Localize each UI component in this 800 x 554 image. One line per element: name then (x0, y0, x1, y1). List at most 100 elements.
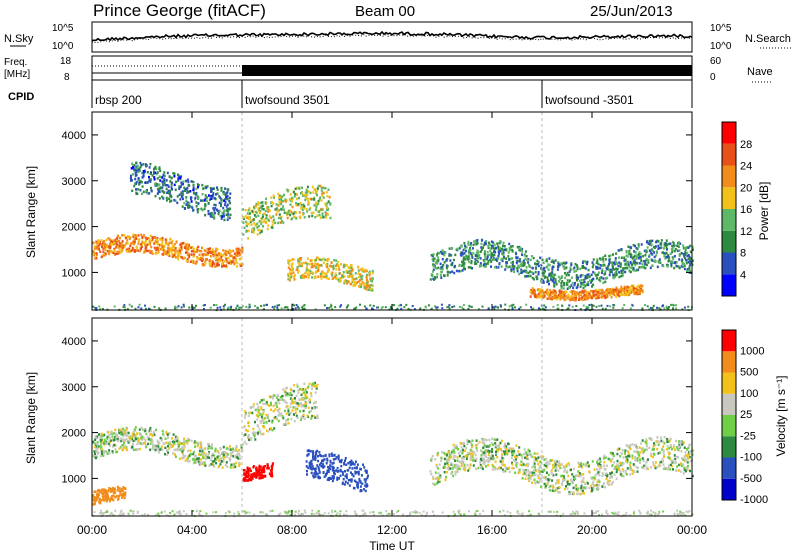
power-echo-cell (233, 252, 236, 256)
power-ground-cell (102, 308, 104, 311)
power-echo-cell (433, 265, 436, 268)
power-echo-cell (137, 240, 140, 243)
power-echo-cell (132, 233, 135, 236)
power-echo-cell (98, 248, 101, 251)
power-echo-cell (258, 211, 261, 214)
power-echo-cell (220, 201, 223, 204)
station-title: Prince George (fitACF) (93, 1, 266, 20)
power-echo-cell (576, 275, 579, 279)
power-echo-cell (320, 277, 323, 280)
power-echo-cell (150, 250, 153, 253)
power-echo-cell (500, 265, 503, 268)
power-echo-cell (216, 192, 219, 195)
power-echo-cell (361, 281, 364, 284)
velocity-echo-cell (311, 383, 314, 386)
power-echo-cell (304, 261, 307, 265)
power-echo-cell (167, 253, 170, 257)
power-echo-cell (508, 258, 511, 261)
power-echo-cell (313, 204, 316, 207)
power-echo-cell (302, 203, 305, 206)
power-echo-cell (142, 171, 145, 175)
velocity-echo-cell (168, 441, 171, 444)
power-echo-cell (618, 256, 621, 259)
power-echo-cell (325, 216, 328, 219)
velocity-echo-cell (183, 445, 186, 448)
velocity-echo-cell (149, 433, 152, 436)
velocity-echo-cell (101, 492, 104, 495)
power-echo-cell (138, 169, 141, 172)
power-echo-cell (614, 275, 617, 279)
velocity-echo-cell (199, 445, 202, 449)
power-echo-cell (102, 250, 105, 254)
power-echo-cell (505, 263, 508, 266)
power-echo-cell (303, 207, 306, 210)
velocity-echo-cell (513, 451, 516, 455)
velocity-echo-cell (109, 487, 112, 491)
power-echo-cell (135, 181, 138, 184)
velocity-echo-cell (166, 449, 169, 452)
velocity-echo-cell (284, 387, 287, 390)
power-echo-cell (286, 189, 289, 193)
velocity-echo-cell (105, 442, 108, 446)
power-echo-cell (215, 247, 218, 251)
velocity-echo-cell (313, 472, 316, 475)
power-echo-cell (626, 266, 628, 270)
velocity-echo-cell (99, 454, 102, 458)
power-echo-cell (273, 196, 275, 199)
power-echo-cell (480, 246, 483, 249)
velocity-echo-cell (182, 454, 185, 457)
velocity-echo-cell (265, 421, 268, 424)
velocity-echo-cell (223, 455, 226, 458)
power-echo-cell (589, 279, 592, 282)
power-echo-cell (345, 280, 348, 283)
power-echo-cell (327, 188, 330, 191)
power-echo-cell (155, 246, 158, 250)
power-echo-cell (629, 252, 632, 256)
power-echo-cell (226, 210, 229, 213)
power-echo-cell (666, 248, 668, 251)
velocity-echo-cell (262, 412, 265, 415)
power-echo-cell (620, 274, 623, 278)
power-echo-cell (308, 272, 310, 276)
velocity-echo-cell (259, 413, 262, 416)
velocity-echo-cell (236, 450, 239, 453)
velocity-echo-cell (138, 441, 141, 444)
power-echo-cell (366, 281, 369, 285)
power-ground-cell (544, 306, 547, 309)
power-echo-cell (508, 265, 511, 268)
power-echo-cell (563, 265, 566, 268)
power-echo-cell (288, 263, 291, 266)
power-echo-cell (686, 254, 689, 258)
power-echo-cell (602, 256, 605, 259)
power-echo-cell (181, 193, 184, 196)
velocity-echo-cell (175, 435, 177, 439)
power-echo-cell (530, 288, 533, 292)
velocity-echo-cell (198, 449, 201, 453)
velocity-echo-cell (236, 453, 239, 456)
velocity-echo-cell (238, 452, 241, 455)
power-ground-cell (604, 307, 607, 310)
power-echo-cell (465, 256, 468, 259)
power-echo-cell (329, 264, 332, 268)
power-ground-cell (222, 307, 225, 310)
power-echo-cell (468, 260, 471, 264)
velocity-echo-cell (293, 383, 296, 387)
velocity-echo-cell (320, 465, 323, 468)
power-echo-cell (165, 196, 168, 200)
velocity-echo-cell (262, 470, 265, 474)
power-ground-cell (411, 305, 414, 307)
power-echo-cell (550, 272, 553, 275)
power-echo-cell (511, 263, 514, 267)
velocity-echo-cell (318, 463, 321, 466)
power-echo-cell (529, 270, 532, 273)
velocity-echo-cell (160, 439, 163, 442)
velocity-echo-cell (250, 469, 252, 473)
power-echo-cell (565, 281, 568, 285)
velocity-echo-cell (596, 480, 599, 484)
velocity-echo-cell (110, 432, 113, 435)
power-echo-cell (318, 210, 321, 214)
power-echo-cell (212, 192, 215, 195)
power-echo-cell (303, 275, 306, 278)
power-echo-cell (576, 279, 578, 282)
power-echo-cell (557, 296, 560, 300)
